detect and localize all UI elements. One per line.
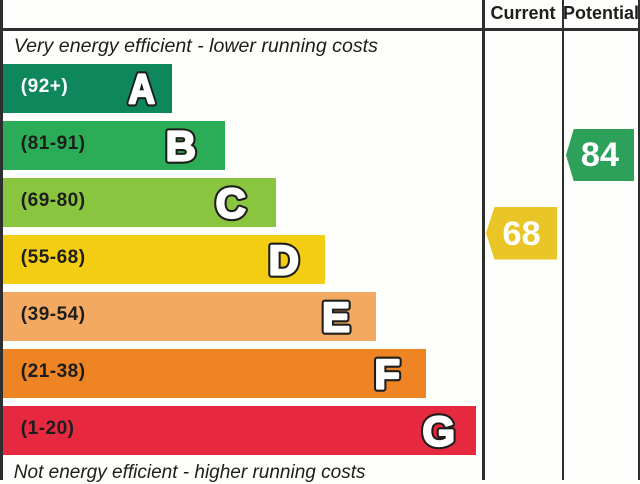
svg-text:G: G [422, 407, 455, 454]
svg-text:B: B [166, 122, 196, 169]
svg-text:C: C [216, 179, 246, 226]
svg-text:F: F [375, 350, 401, 397]
svg-text:B: B [166, 122, 196, 169]
svg-text:D: D [269, 236, 299, 283]
svg-text:F: F [375, 350, 401, 397]
svg-text:D: D [269, 236, 299, 283]
svg-text:A: A [128, 66, 155, 113]
svg-text:E: E [322, 293, 350, 340]
svg-text:A: A [128, 66, 155, 113]
svg-text:E: E [322, 293, 350, 340]
svg-text:C: C [216, 179, 246, 226]
svg-text:G: G [422, 407, 455, 454]
